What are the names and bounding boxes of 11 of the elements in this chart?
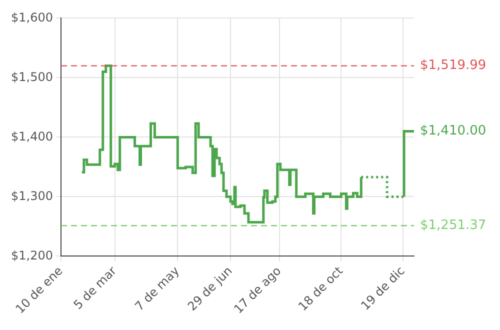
x-tick-label: 10 de ene [12,264,66,316]
y-tick-label: $1,500 [10,70,53,84]
ref-line-label: $1,519.99 [420,58,486,74]
y-tick-label: $1,400 [10,129,53,144]
x-tick-label: 19 de dic [358,264,408,313]
y-tick-label: $1,200 [10,248,53,262]
y-tick-label: $1,300 [10,188,53,203]
annotation: $1,410.00 [420,124,486,139]
x-tick-label: 18 de oct [296,264,346,314]
ref-line-label: $1,251.37 [420,218,486,234]
y-tick-label: $1,600 [10,10,53,24]
